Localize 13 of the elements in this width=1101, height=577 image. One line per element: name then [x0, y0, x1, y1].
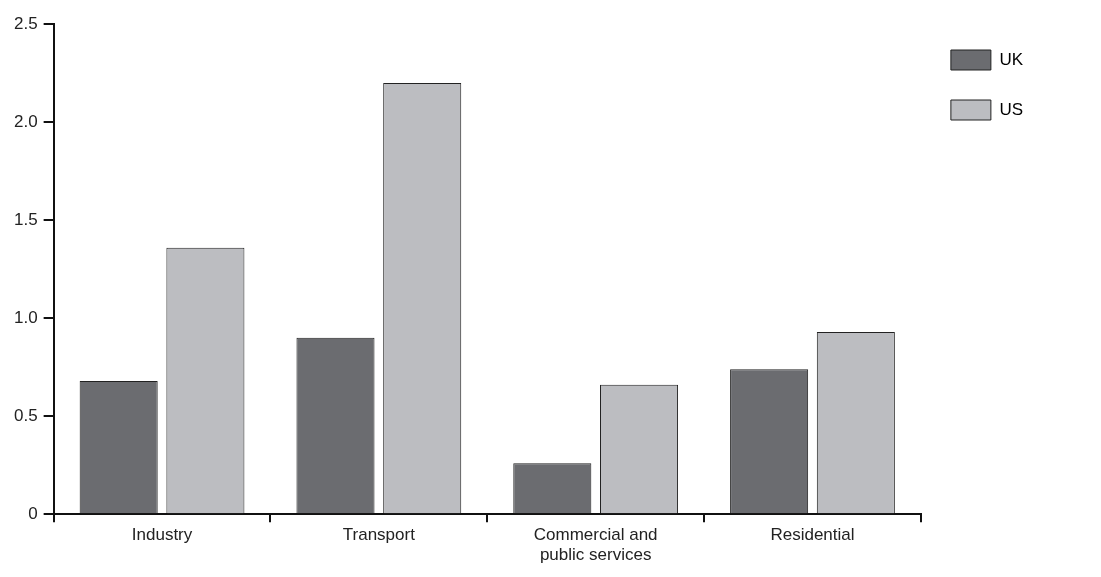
- y-tick-label: 2.0: [13, 111, 38, 131]
- y-tick-label: 2.5: [13, 13, 38, 33]
- legend-label: US: [999, 99, 1024, 119]
- x-tick-label: Industry: [131, 525, 193, 545]
- x-tick-label: Residential: [770, 525, 855, 545]
- y-tick-label: 0.5: [13, 405, 38, 425]
- category-label: public services: [539, 545, 652, 565]
- x-tick-label: Transport: [342, 525, 416, 545]
- legend-label: UK: [999, 49, 1024, 69]
- y-tick-label: 1.5: [13, 209, 38, 229]
- category-label: Commercial and: [533, 525, 658, 545]
- y-tick-label: 0: [28, 503, 38, 523]
- y-tick-label: 1.0: [13, 307, 38, 327]
